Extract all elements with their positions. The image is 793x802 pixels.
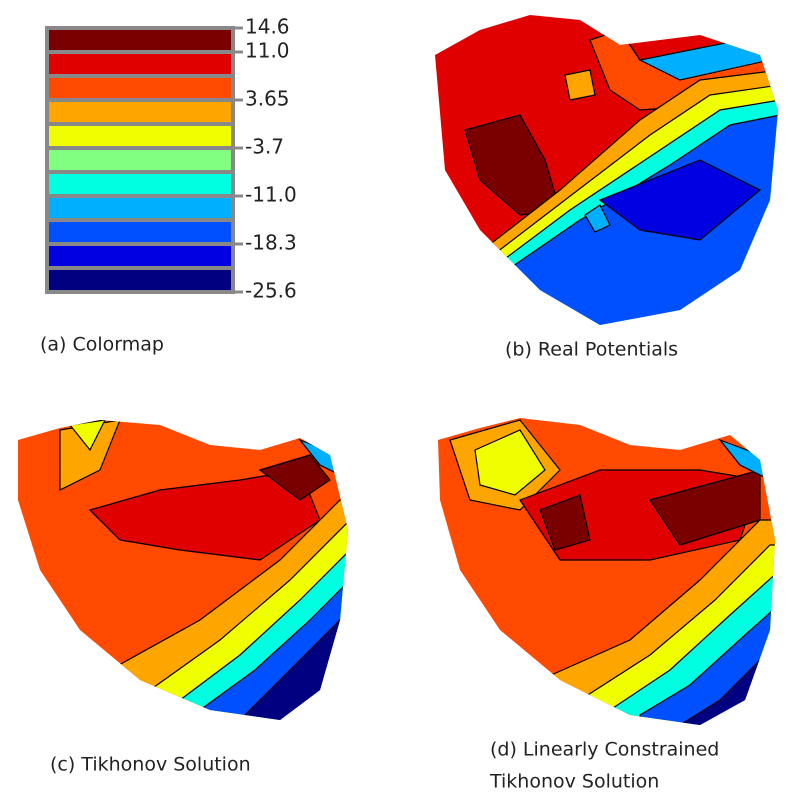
color-band: [47, 172, 233, 196]
colormap-label: -3.7: [245, 135, 284, 159]
caption: (c) Tikhonov Solution: [50, 754, 251, 776]
color-band: [47, 220, 233, 244]
colormap-label: -25.6: [245, 279, 297, 303]
colormap-label: -11.0: [245, 183, 297, 207]
color-band: [47, 268, 233, 292]
colormap: 14.611.0 3.65 -3.7 -11.0 -18.3 -25.6: [47, 15, 297, 303]
heart-real: [420, 0, 790, 340]
color-band: [47, 52, 233, 76]
caption: (a) Colormap: [40, 334, 164, 356]
caption: (d) Linearly Constrained: [490, 739, 719, 761]
heart-tikhonov: [0, 400, 360, 740]
colormap-label: 3.65: [245, 87, 290, 111]
colormap-label: 14.6: [245, 15, 290, 39]
color-band: [47, 100, 233, 124]
caption: (b) Real Potentials: [505, 339, 678, 361]
color-band: [47, 148, 233, 172]
color-band: [47, 244, 233, 268]
heart-constrained: [420, 400, 793, 740]
figure: 14.611.0 3.65 -3.7 -11.0 -18.3 -25.6: [0, 0, 793, 802]
page: 14.611.0 3.65 -3.7 -11.0 -18.3 -25.6: [0, 0, 793, 802]
color-band: [47, 76, 233, 100]
caption: Tikhonov Solution: [489, 771, 659, 793]
color-band: [47, 28, 233, 52]
colormap-label: -18.3: [245, 231, 297, 255]
colormap-label: 11.0: [245, 39, 290, 63]
color-band: [47, 196, 233, 220]
color-band: [47, 124, 233, 148]
